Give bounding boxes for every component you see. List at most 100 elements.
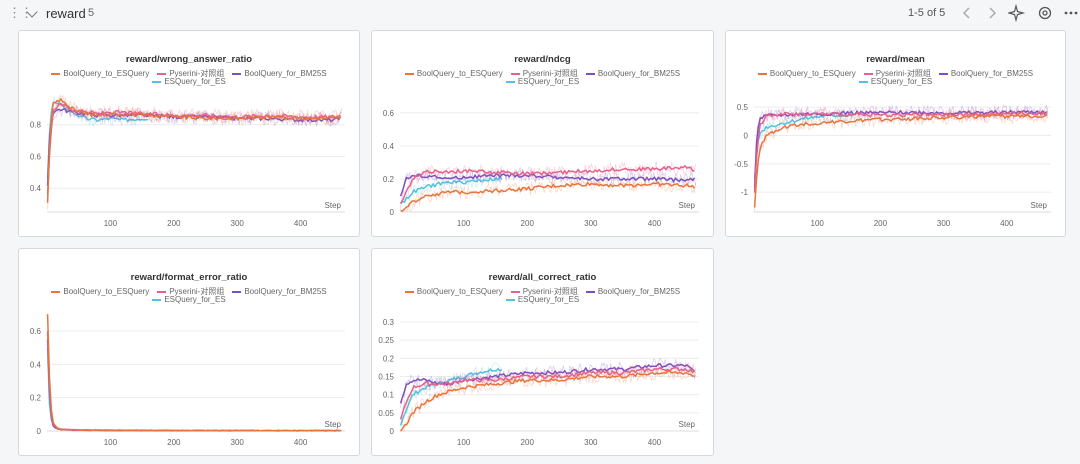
chart-title: reward/mean	[866, 54, 925, 65]
x-tick-label: 200	[874, 219, 888, 228]
legend-item[interactable]: BoolQuery_for_BM25S	[585, 287, 680, 296]
x-axis-label: Step	[679, 420, 696, 429]
legend-label: Pyserini-对照组	[875, 69, 931, 78]
y-tick-label: 0.4	[30, 184, 42, 193]
legend-item[interactable]: BoolQuery_to_ESQuery	[51, 69, 149, 78]
legend-item[interactable]: Pyserini-对照组	[510, 286, 578, 297]
chart-title: reward/ndcg	[514, 54, 571, 65]
legend-item[interactable]: BoolQuery_to_ESQuery	[404, 287, 503, 296]
legend-item[interactable]: BoolQuery_for_BM25S	[232, 69, 327, 78]
legend-swatch	[51, 290, 61, 293]
series-line[interactable]	[46, 331, 341, 432]
legend-swatch	[938, 72, 948, 75]
legend-swatch	[510, 290, 520, 293]
series-line[interactable]	[46, 347, 149, 432]
legend-item[interactable]: BoolQuery_for_BM25S	[585, 69, 680, 78]
legend-item[interactable]: BoolQuery_for_BM25S	[232, 287, 327, 296]
drag-handle-icon[interactable]: ⋮⋮	[8, 5, 33, 20]
legend-item[interactable]: Pyserini-对照组	[157, 68, 224, 79]
legend-label: BoolQuery_to_ESQuery	[63, 287, 150, 296]
series-line[interactable]	[46, 314, 341, 432]
legend-swatch	[232, 72, 242, 75]
section-header: ⋮⋮ reward 5 1-5 of 5	[0, 0, 1080, 28]
chart-title: reward/all_correct_ratio	[488, 272, 597, 283]
series-line[interactable]	[399, 367, 503, 426]
legend-label: BoolQuery_for_BM25S	[244, 69, 327, 78]
legend-item[interactable]: ESQuery_for_ES	[152, 295, 226, 304]
legend-item[interactable]: Pyserini-对照组	[157, 286, 224, 297]
sparkle-icon[interactable]	[1008, 4, 1026, 22]
legend-swatch	[505, 298, 515, 301]
chart-plot[interactable]: 0 0.2 0.4 0.6 100 200 300 400 Step	[19, 249, 359, 455]
y-tick-label: 0.6	[30, 152, 42, 161]
y-tick-label: 0.5	[737, 103, 749, 112]
legend-item[interactable]: BoolQuery_to_ESQuery	[404, 69, 503, 78]
series-line[interactable]	[399, 366, 696, 420]
legend-swatch	[510, 72, 520, 75]
chart-panel-wrong-answer-ratio[interactable]: reward/wrong_answer_ratio BoolQuery_to_ES…	[18, 30, 360, 237]
x-axis-label: Step	[679, 201, 696, 210]
x-tick-label: 100	[457, 438, 471, 447]
chevron-right-icon[interactable]	[983, 4, 1001, 22]
legend-item[interactable]: Pyserini-对照组	[510, 68, 578, 79]
chart-plot[interactable]: -1 -0.5 0 0.5 100 200 300 400 Step	[726, 31, 1065, 236]
series-line[interactable]	[46, 97, 342, 203]
chart-panel-format-error-ratio[interactable]: reward/format_error_ratio BoolQuery_to_ES…	[18, 248, 360, 456]
chart-panel-all-correct-ratio[interactable]: reward/all_correct_ratio BoolQuery_to_ESQ…	[371, 248, 714, 456]
legend-label: BoolQuery_to_ESQuery	[769, 69, 856, 78]
series-line[interactable]	[46, 102, 341, 195]
series-line[interactable]	[753, 113, 856, 180]
legend-label: ESQuery_for_ES	[517, 77, 580, 86]
legend-item[interactable]: BoolQuery_to_ESQuery	[51, 287, 149, 296]
series-line[interactable]	[399, 173, 696, 197]
chevron-left-icon[interactable]	[958, 4, 976, 22]
legend-item[interactable]: ESQuery_for_ES	[858, 77, 932, 86]
series-raw-line	[47, 347, 148, 432]
legend-swatch	[152, 80, 162, 83]
series-line[interactable]	[46, 101, 149, 179]
x-tick-label: 400	[294, 438, 308, 447]
legend-item[interactable]: ESQuery_for_ES	[152, 77, 226, 86]
series-line[interactable]	[400, 176, 503, 205]
series-line[interactable]	[753, 113, 1048, 208]
y-tick-label: 0.4	[30, 360, 42, 369]
series-line[interactable]	[399, 164, 695, 204]
y-tick-label: 0.2	[383, 175, 395, 184]
legend-swatch	[152, 298, 162, 301]
chart-plot[interactable]: 0.4 0.6 0.8 100 200 300 400 Step	[19, 31, 359, 236]
y-tick-label: -0.5	[734, 160, 748, 169]
legend-item[interactable]: ESQuery_for_ES	[505, 295, 579, 304]
y-tick-label: 0.6	[383, 109, 395, 118]
series-raw-line	[754, 106, 1049, 190]
y-tick-label: 0.2	[30, 394, 42, 403]
more-icon[interactable]	[1062, 4, 1080, 22]
series-line[interactable]	[400, 370, 695, 432]
legend-swatch	[858, 80, 868, 83]
gear-icon[interactable]	[1036, 4, 1054, 22]
x-tick-label: 200	[521, 438, 535, 447]
legend-label: BoolQuery_to_ESQuery	[63, 69, 150, 78]
series-raw-line	[47, 94, 343, 210]
legend-label: ESQuery_for_ES	[164, 295, 226, 304]
x-tick-label: 400	[1000, 219, 1014, 228]
series-raw-line	[47, 103, 343, 187]
series-line[interactable]	[46, 339, 341, 432]
legend-label: BoolQuery_for_BM25S	[244, 287, 327, 296]
chart-panel-ndcg[interactable]: reward/ndcg BoolQuery_to_ESQuery Pyserini-…	[371, 30, 714, 237]
legend-item[interactable]: ESQuery_for_ES	[505, 77, 580, 86]
section-title[interactable]: reward	[46, 6, 86, 21]
y-tick-label: 0.15	[378, 372, 394, 381]
legend-label: Pyserini-对照组	[169, 69, 225, 78]
legend-label: BoolQuery_to_ESQuery	[416, 69, 503, 78]
legend-item[interactable]: BoolQuery_to_ESQuery	[757, 69, 856, 78]
chart-title: reward/wrong_answer_ratio	[125, 54, 253, 65]
chart-panel-mean[interactable]: reward/mean BoolQuery_to_ESQuery Pyserini-…	[725, 30, 1066, 237]
legend-item[interactable]: Pyserini-对照组	[863, 68, 931, 79]
series-raw-line	[400, 362, 697, 423]
chart-plot[interactable]: 0 0.2 0.4 0.6 100 200 300 400 Step	[372, 31, 713, 236]
series-line[interactable]	[400, 181, 696, 212]
chart-plot[interactable]: 0 0.05 0.1 0.15 0.2 0.25 0.3 100 200 300 400 Step	[372, 249, 713, 455]
legend-swatch	[585, 290, 595, 293]
series-line[interactable]	[753, 110, 1048, 193]
legend-item[interactable]: BoolQuery_for_BM25S	[938, 69, 1033, 78]
